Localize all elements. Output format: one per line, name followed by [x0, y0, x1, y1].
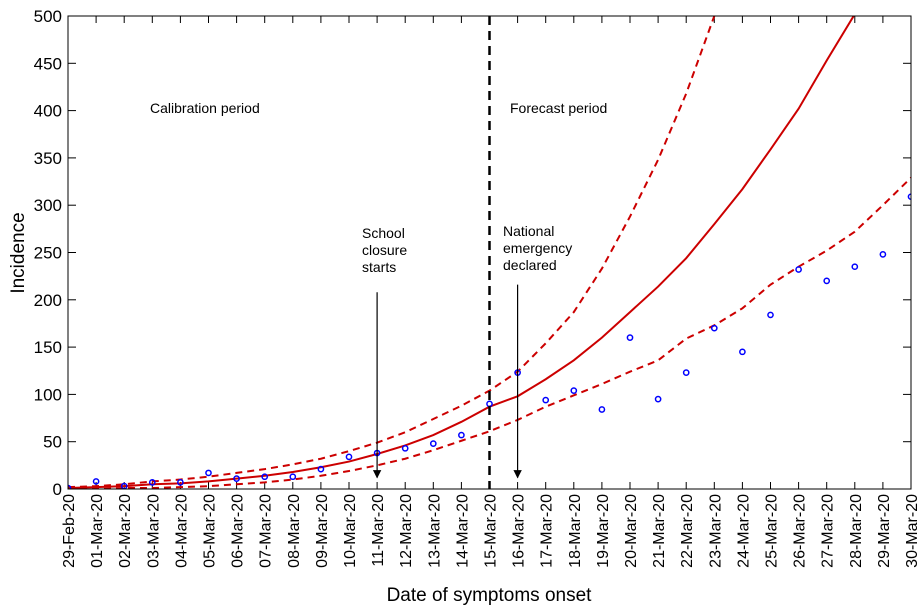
x-tick-label: 11-Mar-20 — [370, 494, 387, 567]
observed-incidence-point — [233, 475, 240, 482]
x-tick-label: 18-Mar-20 — [567, 494, 584, 568]
x-tick-label: 24-Mar-20 — [735, 494, 752, 568]
x-tick-label: 05-Mar-20 — [202, 494, 219, 568]
observed-incidence-point — [92, 478, 100, 485]
x-tick-label: 28-Mar-20 — [848, 494, 865, 568]
x-tick-label: 06-Mar-20 — [230, 494, 247, 568]
calibration-period-label: Calibration period — [150, 100, 260, 116]
observed-incidence-point — [879, 251, 887, 258]
national-emergency-label-line-1: National — [503, 223, 554, 239]
school-closure-label-line-3: starts — [362, 259, 396, 275]
x-tick-label: 29-Feb-20 — [61, 494, 78, 568]
x-tick-label: 13-Mar-20 — [426, 494, 443, 568]
y-tick-label: 350 — [34, 149, 62, 168]
observed-incidence-point — [458, 431, 465, 439]
observed-incidence-point — [542, 396, 550, 404]
x-tick-label: 23-Mar-20 — [707, 494, 724, 568]
x-tick-label: 15-Mar-20 — [483, 494, 500, 568]
x-axis-label: Date of symptoms onset — [387, 585, 593, 606]
x-tick-label: 29-Mar-20 — [876, 494, 893, 568]
observed-incidence-point — [907, 193, 911, 201]
x-tick-label: 21-Mar-20 — [651, 494, 668, 568]
event-arrows — [372, 284, 522, 479]
y-tick-label: 250 — [34, 244, 62, 263]
axes-frame — [67, 15, 912, 490]
observed-incidence-point — [851, 263, 859, 271]
y-tick-label: 150 — [34, 338, 62, 357]
x-tick-label: 17-Mar-20 — [539, 494, 556, 568]
observed-incidence-point — [570, 387, 578, 394]
x-tick-label: 30-Mar-20 — [904, 494, 918, 568]
x-tick-label: 12-Mar-20 — [398, 494, 415, 568]
observed-incidence-point — [261, 473, 269, 481]
forecast-period-label: Forecast period — [510, 100, 607, 116]
observed-incidence-point — [767, 311, 774, 319]
y-axis-label: Incidence — [8, 212, 29, 293]
observed-incidence-point — [739, 348, 746, 356]
x-tick-label: 14-Mar-20 — [454, 494, 471, 568]
observed-incidence-point — [795, 266, 802, 273]
y-tick-label: 450 — [34, 54, 62, 73]
x-tick-label: 26-Mar-20 — [792, 494, 809, 568]
national-emergency-label-line-2: emergency — [503, 240, 572, 256]
observed-incidence-point — [148, 479, 156, 486]
x-tick-label: 08-Mar-20 — [286, 494, 303, 568]
confidence-bound-line — [68, 177, 911, 489]
y-tick-label: 300 — [34, 196, 62, 215]
y-tick-label: 400 — [34, 102, 62, 121]
x-tick-label: 03-Mar-20 — [145, 494, 162, 568]
observed-incidence-point — [626, 334, 634, 341]
observed-incidence-point — [177, 479, 184, 486]
x-tick-label: 20-Mar-20 — [623, 494, 640, 568]
x-tick-label: 19-Mar-20 — [595, 494, 612, 568]
observed-incidence-point — [654, 395, 662, 403]
x-tick-label: 07-Mar-20 — [258, 494, 275, 568]
y-tick-label: 200 — [34, 291, 62, 310]
school-closure-label-line-2: closure — [362, 242, 407, 258]
x-tick-label: 10-Mar-20 — [342, 494, 359, 568]
x-tick-label: 22-Mar-20 — [679, 494, 696, 568]
school-closure-label-line-1: School — [362, 225, 405, 241]
plot-area — [68, 16, 911, 489]
y-axis-ticks: 0 50 100 150 200 250 300 350 400 450 500 — [34, 7, 911, 499]
x-tick-label: 09-Mar-20 — [314, 494, 331, 568]
observed-incidence-point — [345, 453, 353, 461]
y-tick-label: 100 — [34, 385, 62, 404]
observed-incidence-point — [823, 277, 831, 285]
observed-incidence-point — [682, 369, 690, 376]
y-tick-label: 0 — [53, 480, 62, 499]
x-tick-label: 01-Mar-20 — [89, 494, 106, 568]
national-emergency-label-line-3: declared — [503, 257, 557, 273]
observed-incidence-point — [289, 473, 297, 481]
x-tick-label: 25-Mar-20 — [764, 494, 781, 568]
x-tick-label: 16-Mar-20 — [511, 494, 528, 568]
observed-incidence-point — [429, 440, 437, 447]
observed-incidence-point — [710, 324, 718, 332]
x-axis-ticks: 29-Feb-20 01-Mar-20 02-Mar-20 03-Mar-20 04-M… — [61, 16, 918, 568]
x-tick-label: 02-Mar-20 — [117, 494, 134, 568]
observed-incidence-point — [401, 444, 409, 452]
x-tick-label: 04-Mar-20 — [173, 494, 190, 568]
x-tick-label: 27-Mar-20 — [820, 494, 837, 568]
y-tick-label: 50 — [43, 433, 62, 452]
observed-incidence-point — [317, 465, 325, 473]
y-tick-label: 500 — [34, 7, 62, 26]
confidence-bound-line — [68, 16, 716, 489]
observed-incidence-point — [598, 406, 606, 413]
observed-incidence-point — [205, 469, 212, 477]
